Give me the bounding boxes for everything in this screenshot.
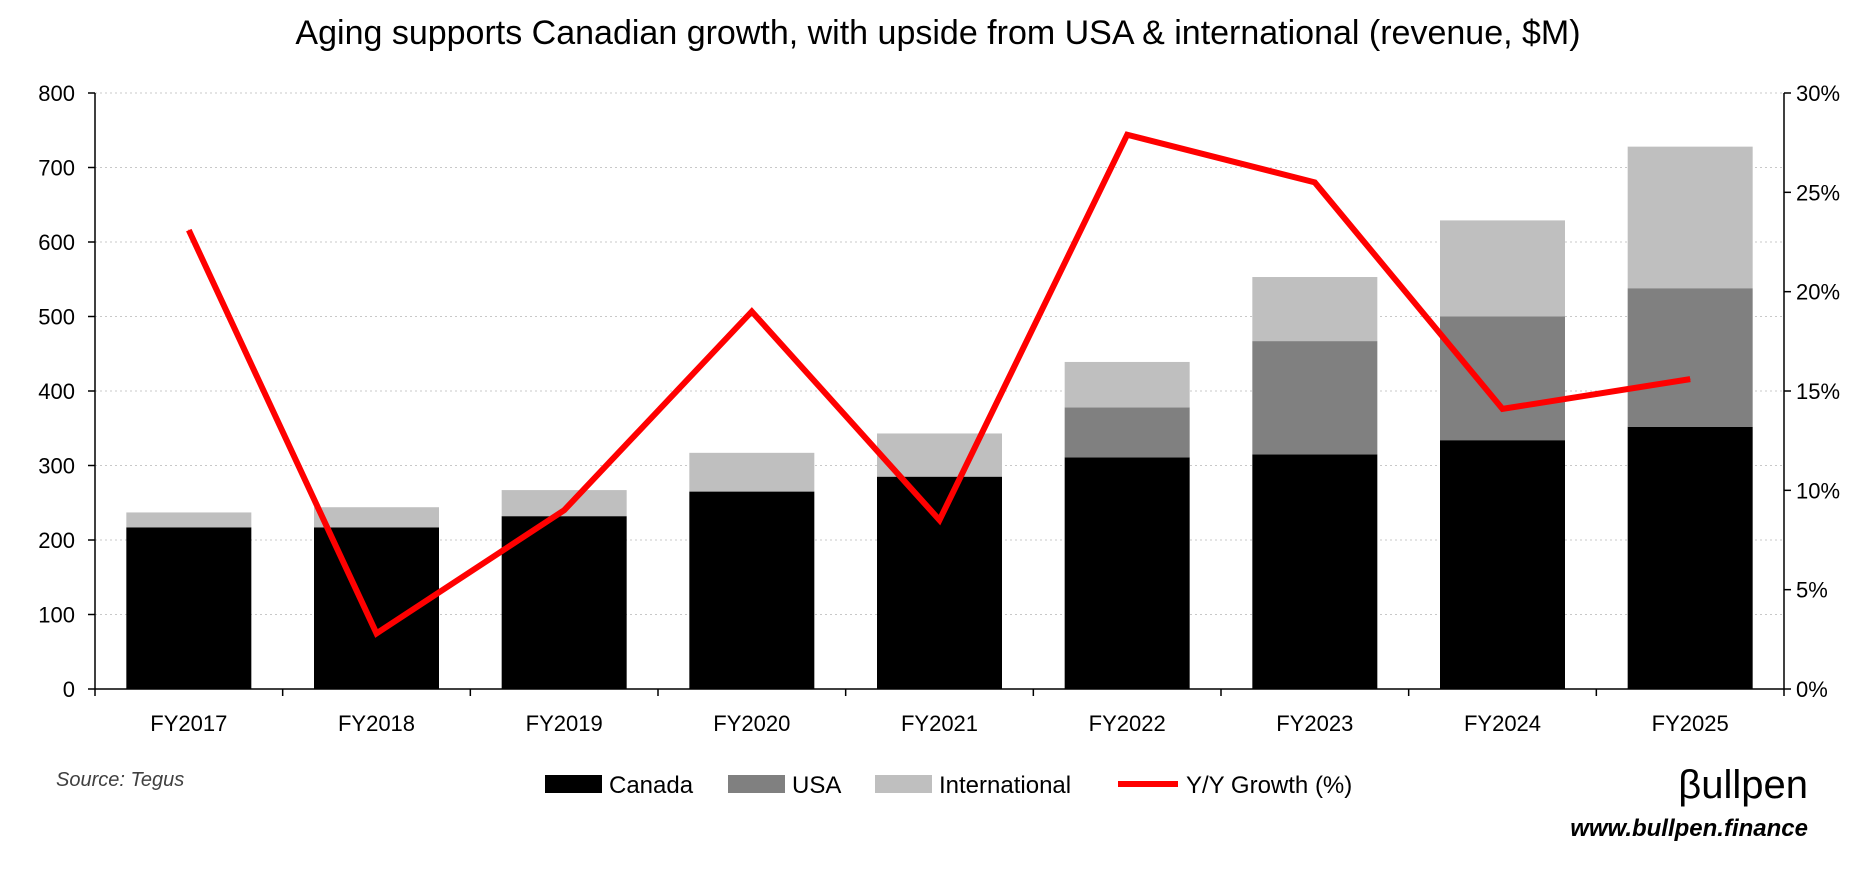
bar-canada-fy2019 bbox=[501, 516, 627, 689]
right-axis-tick-label: 15% bbox=[1796, 379, 1840, 404]
bar-canada-fy2017 bbox=[126, 527, 252, 689]
legend: Canada USA International Y/Y Growth (%) bbox=[545, 772, 1352, 799]
right-axis-tick-label: 30% bbox=[1796, 81, 1840, 106]
bar-canada-fy2023 bbox=[1252, 454, 1378, 689]
growth-point bbox=[1689, 378, 1691, 380]
left-axis-tick-label: 0 bbox=[63, 677, 75, 702]
left-axis-tick-label: 300 bbox=[38, 454, 75, 479]
legend-label: Y/Y Growth (%) bbox=[1186, 772, 1352, 799]
left-axis-tick-label: 800 bbox=[38, 81, 75, 106]
bar-canada-fy2022 bbox=[1064, 457, 1190, 689]
growth-point bbox=[188, 229, 190, 231]
x-axis-tick-label: FY2022 bbox=[1089, 711, 1166, 736]
bar-canada-fy2024 bbox=[1440, 440, 1565, 689]
legend-swatch-usa bbox=[728, 775, 785, 793]
legend-swatch-international bbox=[875, 775, 932, 793]
bar-international-fy2017 bbox=[126, 512, 252, 528]
x-axis-tick-label: FY2023 bbox=[1276, 711, 1353, 736]
chart-title: Aging supports Canadian growth, with ups… bbox=[295, 14, 1580, 52]
bar-usa-fy2023 bbox=[1252, 341, 1378, 455]
x-axis-tick-label: FY2024 bbox=[1464, 711, 1541, 736]
bar-international-fy2025 bbox=[1627, 146, 1753, 289]
bar-usa-fy2022 bbox=[1064, 407, 1190, 458]
bar-canada-fy2025 bbox=[1627, 426, 1753, 689]
growth-point bbox=[751, 311, 753, 313]
right-axis-tick-label: 0% bbox=[1796, 677, 1828, 702]
growth-point bbox=[939, 519, 940, 521]
legend-label: Canada bbox=[609, 772, 694, 799]
right-axis-tick-label: 20% bbox=[1796, 280, 1840, 305]
x-axis-tick-label: FY2018 bbox=[338, 711, 415, 736]
growth-point bbox=[1314, 181, 1316, 183]
growth-line-layer bbox=[186, 131, 1691, 638]
legend-label: USA bbox=[792, 772, 841, 799]
left-axis-tick-label: 400 bbox=[38, 379, 75, 404]
right-axis-tick-label: 25% bbox=[1796, 180, 1840, 205]
growth-point bbox=[376, 632, 377, 634]
left-axis-tick-label: 200 bbox=[38, 528, 75, 553]
right-axis-tick-label: 5% bbox=[1796, 578, 1828, 603]
bar-canada-fy2020 bbox=[689, 491, 815, 689]
growth-point bbox=[1502, 408, 1503, 410]
left-axis-tick-label: 100 bbox=[38, 603, 75, 628]
left-axis-tick-label: 700 bbox=[38, 156, 75, 181]
x-axis-tick-label: FY2025 bbox=[1652, 711, 1729, 736]
legend-swatch-canada bbox=[545, 775, 602, 793]
bar-international-fy2024 bbox=[1440, 220, 1565, 317]
bar-international-fy2022 bbox=[1064, 361, 1190, 408]
bars bbox=[126, 146, 1753, 689]
axes: 0 100 200 300 400 500 600 700 800 0% 5% 10% 15% 20% 25… bbox=[38, 81, 1840, 736]
bar-usa-fy2025 bbox=[1627, 288, 1753, 427]
x-axis-tick-label: FY2017 bbox=[150, 711, 227, 736]
left-axis-tick-label: 500 bbox=[38, 305, 75, 330]
x-axis-tick-label: FY2021 bbox=[901, 711, 978, 736]
legend-label: International bbox=[939, 772, 1071, 799]
bar-canada-fy2021 bbox=[877, 476, 1002, 689]
bar-usa-fy2024 bbox=[1440, 316, 1565, 441]
bar-international-fy2020 bbox=[689, 452, 815, 492]
growth-point bbox=[563, 509, 565, 511]
left-axis-tick-label: 600 bbox=[38, 230, 75, 255]
growth-point bbox=[1126, 134, 1128, 136]
x-axis-tick-label: FY2020 bbox=[713, 711, 790, 736]
source-note: Source: Tegus bbox=[56, 769, 184, 791]
x-axis-tick-label: FY2019 bbox=[526, 711, 603, 736]
bar-international-fy2023 bbox=[1252, 277, 1378, 342]
brand-logo: βullpen bbox=[1678, 763, 1808, 807]
right-axis-tick-label: 10% bbox=[1796, 478, 1840, 503]
bar-international-fy2018 bbox=[314, 507, 439, 528]
brand-url: www.bullpen.finance bbox=[1570, 815, 1808, 842]
